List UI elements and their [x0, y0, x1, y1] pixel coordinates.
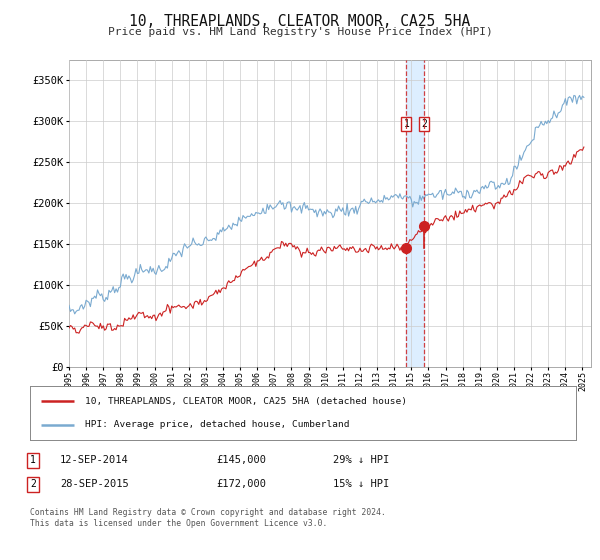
Text: 10, THREAPLANDS, CLEATOR MOOR, CA25 5HA: 10, THREAPLANDS, CLEATOR MOOR, CA25 5HA [130, 14, 470, 29]
Text: 28-SEP-2015: 28-SEP-2015 [60, 479, 129, 489]
Text: 10, THREAPLANDS, CLEATOR MOOR, CA25 5HA (detached house): 10, THREAPLANDS, CLEATOR MOOR, CA25 5HA … [85, 397, 407, 406]
Bar [406, 60, 424, 367]
Text: 1: 1 [30, 455, 36, 465]
Text: 2: 2 [421, 119, 427, 129]
Text: £145,000: £145,000 [216, 455, 266, 465]
Text: 1: 1 [403, 119, 409, 129]
Text: 2: 2 [30, 479, 36, 489]
Text: HPI: Average price, detached house, Cumberland: HPI: Average price, detached house, Cumb… [85, 420, 349, 429]
Text: Contains HM Land Registry data © Crown copyright and database right 2024.
This d: Contains HM Land Registry data © Crown c… [30, 508, 386, 528]
Text: 12-SEP-2014: 12-SEP-2014 [60, 455, 129, 465]
Text: £172,000: £172,000 [216, 479, 266, 489]
Text: 29% ↓ HPI: 29% ↓ HPI [333, 455, 389, 465]
Text: 15% ↓ HPI: 15% ↓ HPI [333, 479, 389, 489]
Text: Price paid vs. HM Land Registry's House Price Index (HPI): Price paid vs. HM Land Registry's House … [107, 27, 493, 37]
